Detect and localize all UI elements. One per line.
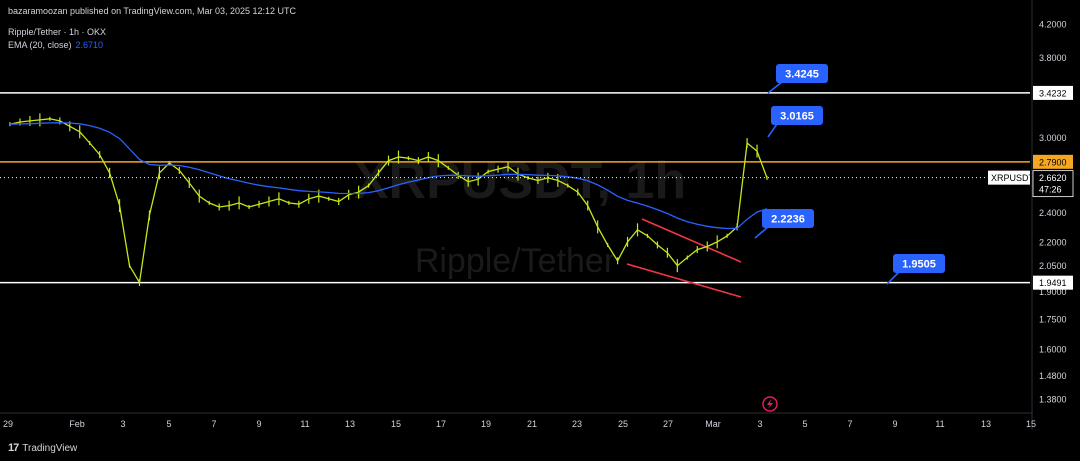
x-tick-label: 11 (300, 419, 309, 429)
x-tick-label: 11 (935, 419, 944, 429)
y-tick-label: 2.2000 (1039, 237, 1067, 247)
y-tick-label: 3.8000 (1039, 53, 1067, 63)
x-tick-label: 15 (391, 419, 401, 429)
callout-label: 3.0165 (780, 111, 814, 123)
x-tick-label: 5 (802, 419, 807, 429)
callout-pointer (767, 81, 783, 94)
x-tick-label: Mar (705, 419, 721, 429)
ema-line[interactable]: EMA (20, close) 2.6710 (8, 39, 106, 52)
tradingview-logo-icon: 17 (8, 442, 19, 454)
y-tick-label: 4.2000 (1039, 20, 1067, 30)
trendlines (626, 218, 742, 298)
level-tag-label: 1.9491 (1039, 278, 1067, 288)
x-tick-label: 7 (847, 419, 852, 429)
x-tick-label: 3 (120, 419, 125, 429)
watermark-name: Ripple/Tether (415, 242, 615, 280)
trendline-lower (626, 263, 742, 298)
y-tick-label: 1.9000 (1039, 287, 1067, 297)
x-tick-label: 7 (211, 419, 216, 429)
x-tick-label: 13 (981, 419, 991, 429)
symbol-tag-label: XRPUSDT (991, 173, 1035, 183)
callout-label: 2.2236 (771, 214, 805, 226)
callout-pointer (754, 226, 769, 239)
x-tick-label: 3 (757, 419, 762, 429)
last-price-value: 2.6620 (1039, 173, 1067, 183)
x-tick-label: 5 (166, 419, 171, 429)
price-series (0, 113, 1030, 287)
x-tick-label: 13 (345, 419, 355, 429)
y-tick-label: 3.0000 (1039, 133, 1067, 143)
x-tick-label: 17 (436, 419, 446, 429)
level-tag-label: 3.4232 (1039, 88, 1067, 98)
callout-box (776, 64, 828, 83)
callout-box (771, 106, 823, 125)
x-tick-label: 21 (527, 419, 537, 429)
x-tick-label: Feb (69, 419, 85, 429)
horizontal-levels (0, 92, 1030, 284)
y-tick-label: 2.4000 (1039, 208, 1067, 218)
x-tick-label: 25 (618, 419, 628, 429)
symbol-tag (988, 170, 1030, 185)
footer-brand: TradingView (22, 442, 78, 454)
level-tag (1033, 85, 1073, 100)
lightning-icon[interactable] (762, 396, 778, 412)
callout-box (762, 209, 814, 228)
x-tick-label: 29 (3, 419, 13, 429)
chart-legend: Ripple/Tether · 1h · OKX EMA (20, close)… (8, 26, 106, 52)
x-tick-label: 9 (256, 419, 261, 429)
x-tick-label: 27 (663, 419, 673, 429)
price-line (9, 118, 768, 285)
y-tick-label: 2.0500 (1039, 261, 1067, 271)
y-tick-label: 1.7500 (1039, 314, 1067, 324)
lightning-icon-bolt (767, 399, 773, 409)
lightning-icon-ring (762, 396, 778, 412)
time-axis[interactable]: 29 Feb 3 5 7 9 11 13 15 17 19 21 23 25 27 Mar 3 5 7 9 11 13 15 (0, 412, 1036, 429)
callout-label: 3.4245 (785, 69, 819, 81)
level-tag (1033, 154, 1073, 169)
footer: 17 TradingView (8, 442, 77, 454)
price-axis[interactable]: 4.2000 3.8000 3.0000 2.4000 2.2000 2.0500 1.90… (988, 0, 1074, 430)
callout-pointer (886, 271, 900, 285)
symbol-line[interactable]: Ripple/Tether · 1h · OKX (8, 27, 107, 37)
ema-value: 2.6710 (75, 40, 104, 50)
watermark-symbol: XRPUSDT, 1h (354, 152, 686, 210)
y-tick-label: 1.4800 (1039, 371, 1067, 381)
callout-label: 1.9505 (902, 259, 936, 271)
watermark: XRPUSDT, 1h Ripple/Tether (354, 152, 686, 280)
x-tick-label: 19 (481, 419, 491, 429)
ema-label: EMA (20, close) (8, 40, 72, 50)
x-tick-label: 9 (892, 419, 897, 429)
callout-pointer (767, 123, 778, 138)
x-tick-label: 15 (1026, 419, 1036, 429)
y-tick-label: 1.6000 (1039, 345, 1067, 355)
y-tick-label: 1.3800 (1039, 395, 1067, 405)
last-price-tag (1032, 170, 1074, 198)
level-tag (1033, 275, 1073, 290)
callouts: 3.4245 3.0165 2.2236 1.9505 (754, 64, 945, 285)
countdown: 47:26 (1039, 185, 1062, 195)
x-tick-label: 23 (572, 419, 582, 429)
level-tag-label: 2.7900 (1039, 157, 1067, 167)
publisher-line: bazaramoozan published on TradingView.co… (8, 6, 297, 16)
callout-box (893, 254, 945, 273)
ema-line (9, 122, 768, 230)
trendline-upper (641, 218, 742, 263)
